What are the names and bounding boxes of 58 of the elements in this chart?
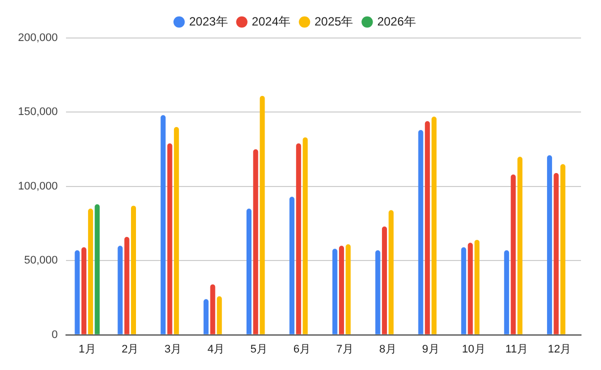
bar	[210, 284, 216, 334]
legend-label: 2026年	[377, 14, 416, 28]
bar	[260, 96, 265, 334]
bar	[204, 299, 209, 334]
bar	[388, 210, 394, 334]
bar	[174, 127, 179, 334]
x-tick-label: 8月	[379, 343, 396, 356]
y-tick-label: 100,000	[18, 180, 58, 192]
bar	[81, 247, 86, 334]
bar	[418, 130, 424, 334]
bar	[461, 247, 466, 334]
bar	[253, 149, 258, 334]
bar	[289, 196, 294, 334]
x-tick-label: 4月	[207, 343, 225, 356]
bar	[474, 240, 480, 334]
legend-label: 2023年	[189, 14, 228, 28]
bar	[296, 143, 302, 334]
legend-label: 2025年	[314, 14, 354, 28]
bar	[468, 242, 473, 334]
bar	[94, 204, 100, 334]
bar	[554, 173, 559, 334]
bar	[346, 244, 351, 334]
bar	[547, 155, 552, 334]
bar	[332, 248, 338, 334]
bar	[382, 226, 387, 334]
bar	[339, 246, 344, 334]
x-tick-label: 10月	[462, 343, 486, 356]
bar	[167, 143, 172, 334]
y-tick-label: 150,000	[18, 106, 58, 118]
x-tick-label: 2月	[122, 343, 139, 356]
bar	[560, 164, 566, 334]
y-tick-label: 200,000	[18, 32, 58, 44]
bar	[375, 250, 380, 334]
bar	[74, 250, 80, 334]
bar	[510, 174, 516, 334]
x-tick-label: 11月	[505, 343, 528, 356]
bar	[118, 246, 123, 334]
legend-label: 2024年	[252, 14, 291, 28]
x-tick-label: 6月	[293, 343, 310, 356]
y-tick-label: 50,000	[24, 254, 58, 267]
bar	[124, 236, 130, 334]
x-tick-label: 7月	[336, 343, 354, 356]
bar	[160, 115, 166, 334]
y-tick-label: 0	[52, 328, 58, 341]
bar	[517, 156, 522, 334]
x-tick-label: 1月	[78, 343, 96, 356]
x-tick-label: 9月	[422, 343, 440, 356]
x-tick-label: 5月	[250, 343, 268, 356]
bar	[130, 206, 136, 334]
bar	[88, 208, 94, 334]
bar	[504, 250, 510, 334]
bar	[246, 208, 252, 334]
bar	[424, 121, 430, 334]
bar	[432, 116, 437, 334]
bar	[302, 137, 308, 334]
x-tick-label: 3月	[164, 343, 182, 356]
x-tick-label: 12月	[548, 343, 572, 356]
bar	[216, 296, 222, 334]
